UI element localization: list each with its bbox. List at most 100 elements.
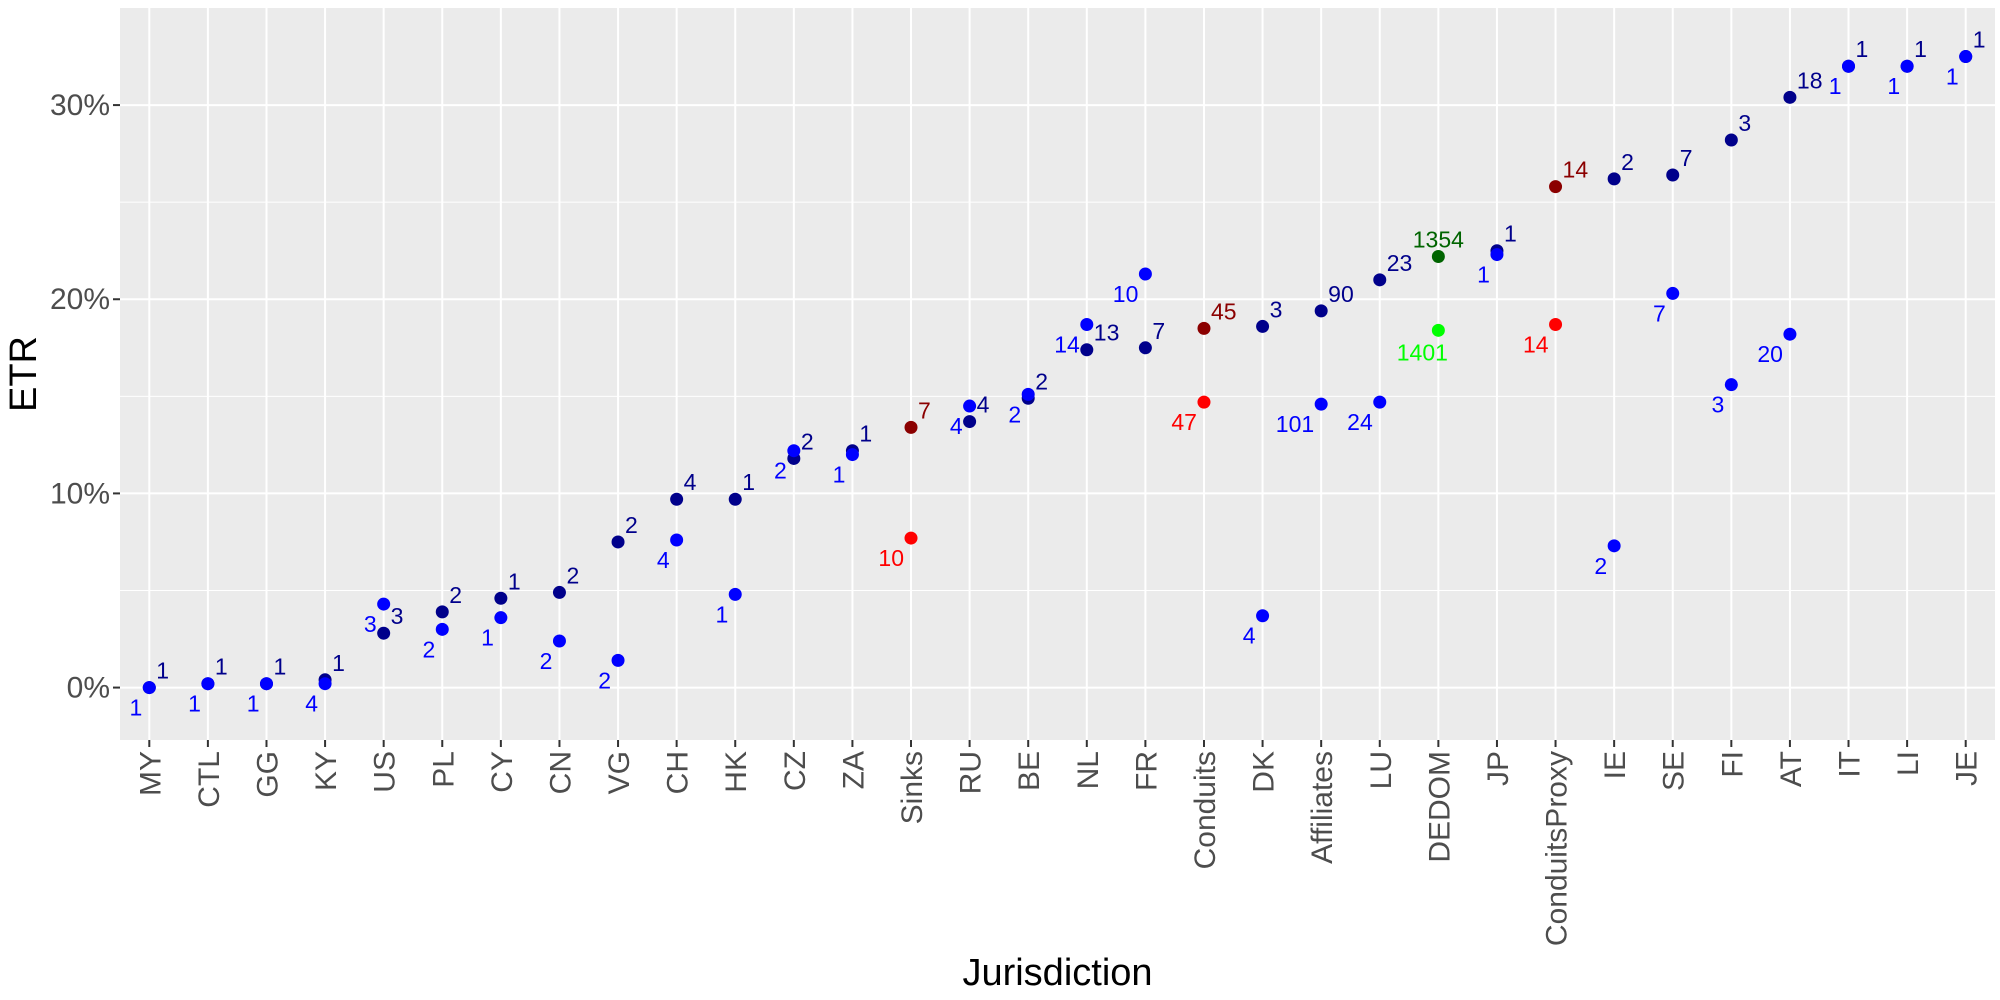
x-tick-label-conduitsproxy: ConduitsProxy xyxy=(1541,751,1574,946)
data-label-it: 1 xyxy=(1829,73,1842,99)
data-label-ru: 4 xyxy=(950,413,963,439)
data-point-us xyxy=(377,626,391,640)
data-label-ky: 4 xyxy=(305,691,318,717)
x-tick-label-dedom: DEDOM xyxy=(1423,751,1456,863)
data-label-lu: 23 xyxy=(1387,250,1413,276)
x-tick-label-jp: JP xyxy=(1482,751,1515,786)
x-axis-title: Jurisdiction xyxy=(962,952,1152,994)
data-point-conduitsproxy xyxy=(1549,317,1563,331)
data-label-conduitsproxy: 14 xyxy=(1563,157,1589,183)
data-point-cy xyxy=(494,591,508,605)
x-tick-label-se: SE xyxy=(1658,751,1691,791)
data-label-dk: 3 xyxy=(1270,296,1283,322)
x-tick-label-us: US xyxy=(369,751,402,793)
data-label-fr: 7 xyxy=(1152,318,1165,344)
data-label-be: 2 xyxy=(1035,368,1048,394)
data-label-ctl: 1 xyxy=(215,654,228,680)
data-label-ky: 1 xyxy=(332,650,345,676)
data-point-dk xyxy=(1256,319,1270,333)
data-point-ru xyxy=(963,399,977,413)
data-point-fi xyxy=(1724,133,1738,147)
data-point-cn xyxy=(552,585,566,599)
data-label-za: 1 xyxy=(859,421,872,447)
x-tick-label-hk: HK xyxy=(720,751,753,793)
data-label-lu: 24 xyxy=(1347,409,1373,435)
data-label-dedom: 1354 xyxy=(1413,227,1464,253)
y-tick-label: 20% xyxy=(50,283,110,316)
data-point-pl xyxy=(435,622,449,636)
data-point-vg xyxy=(611,653,625,667)
data-label-li: 1 xyxy=(1914,36,1927,62)
data-point-ky xyxy=(318,677,332,691)
x-tick-label-za: ZA xyxy=(837,751,870,789)
data-label-be: 2 xyxy=(1008,401,1021,427)
x-tick-label-je: JE xyxy=(1951,751,1984,786)
data-point-at xyxy=(1783,327,1797,341)
data-label-cn: 2 xyxy=(566,562,579,588)
data-point-affiliates xyxy=(1314,397,1328,411)
data-point-vg xyxy=(611,535,625,549)
data-point-cz xyxy=(787,444,801,458)
data-point-ie xyxy=(1607,172,1621,186)
data-label-us: 3 xyxy=(364,611,377,637)
data-label-cy: 1 xyxy=(481,625,494,651)
y-tick-label: 10% xyxy=(50,477,110,510)
data-point-gg xyxy=(259,677,273,691)
x-tick-label-fi: FI xyxy=(1716,751,1749,778)
data-point-dk xyxy=(1256,609,1270,623)
data-label-hk: 1 xyxy=(715,601,728,627)
data-point-at xyxy=(1783,90,1797,104)
data-label-se: 7 xyxy=(1680,145,1693,171)
data-label-us: 3 xyxy=(391,603,404,629)
data-label-nl: 14 xyxy=(1054,331,1080,357)
x-tick-label-at: AT xyxy=(1775,751,1808,787)
data-label-vg: 2 xyxy=(625,512,638,538)
data-point-cn xyxy=(552,634,566,648)
data-label-li: 1 xyxy=(1887,73,1900,99)
data-label-ie: 2 xyxy=(1594,553,1607,579)
data-point-za xyxy=(845,448,859,462)
y-axis-title: ETR xyxy=(3,336,45,412)
data-labels: 1111111433221122224411221171044221314710… xyxy=(130,27,1986,721)
data-point-ch xyxy=(670,492,684,506)
data-label-at: 18 xyxy=(1797,67,1823,93)
data-label-jp: 1 xyxy=(1477,262,1490,288)
data-point-jp xyxy=(1490,248,1504,262)
data-label-je: 1 xyxy=(1946,64,1959,90)
data-point-dedom xyxy=(1431,250,1445,264)
data-label-nl: 13 xyxy=(1094,320,1120,346)
data-label-fi: 3 xyxy=(1712,392,1725,418)
data-point-se xyxy=(1666,168,1680,182)
data-point-fr xyxy=(1138,267,1152,281)
data-point-affiliates xyxy=(1314,304,1328,318)
data-point-ru xyxy=(963,415,977,429)
data-label-pl: 2 xyxy=(449,582,462,608)
data-label-ch: 4 xyxy=(657,547,670,573)
x-tick-label-cy: CY xyxy=(486,751,519,793)
x-tick-label-fr: FR xyxy=(1130,751,1163,791)
data-label-ctl: 1 xyxy=(188,691,201,717)
data-label-fi: 3 xyxy=(1738,110,1751,136)
x-tick-label-sinks: Sinks xyxy=(896,751,929,824)
data-point-conduits xyxy=(1197,395,1211,409)
data-point-ie xyxy=(1607,539,1621,553)
x-tick-label-li: LI xyxy=(1892,751,1925,776)
x-tick-label-be: BE xyxy=(1013,751,1046,791)
data-label-fr: 10 xyxy=(1113,281,1139,307)
data-label-ru: 4 xyxy=(977,392,990,418)
data-point-us xyxy=(377,597,391,611)
x-tick-label-ru: RU xyxy=(955,751,988,794)
data-label-dedom: 1401 xyxy=(1397,339,1448,365)
y-axis: 0% 10% 20% 30% xyxy=(50,89,120,705)
x-tick-label-it: IT xyxy=(1834,751,1867,778)
data-point-conduitsproxy xyxy=(1549,180,1563,194)
data-point-my xyxy=(142,681,156,695)
y-tick-label: 0% xyxy=(67,672,110,705)
data-label-jp: 1 xyxy=(1504,221,1517,247)
data-point-ctl xyxy=(201,677,215,691)
data-point-ch xyxy=(670,533,684,547)
minor-gridlines xyxy=(120,201,1995,591)
data-label-ch: 4 xyxy=(684,469,697,495)
data-label-at: 20 xyxy=(1757,341,1783,367)
data-label-it: 1 xyxy=(1856,36,1869,62)
